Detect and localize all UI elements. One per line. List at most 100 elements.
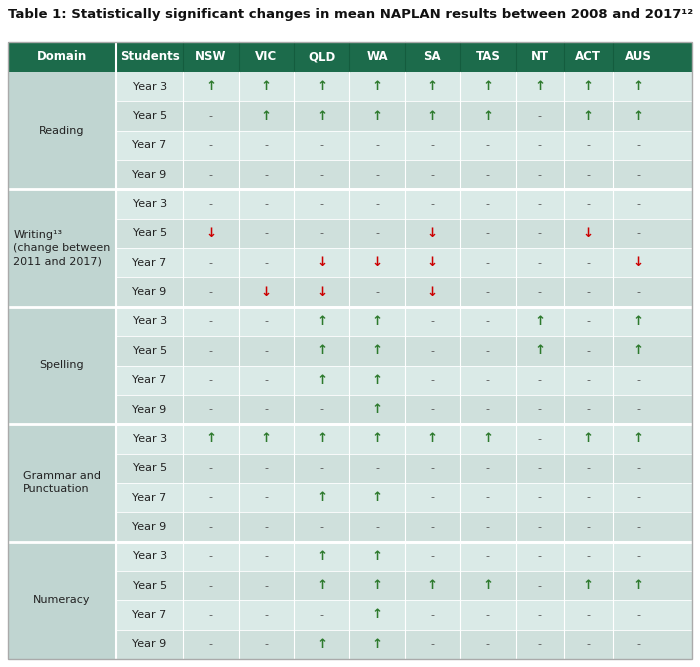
Text: ↓: ↓ bbox=[316, 285, 327, 299]
Text: ↑: ↑ bbox=[482, 109, 493, 123]
Text: Writing¹³
(change between
2011 and 2017): Writing¹³ (change between 2011 and 2017) bbox=[13, 230, 111, 266]
Text: ACT: ACT bbox=[575, 51, 601, 63]
Text: AUS: AUS bbox=[625, 51, 652, 63]
Text: -: - bbox=[209, 169, 213, 179]
Text: -: - bbox=[538, 640, 542, 650]
Text: ↑: ↑ bbox=[427, 432, 438, 446]
Bar bbox=[8, 336, 692, 366]
Text: -: - bbox=[636, 228, 641, 238]
Text: -: - bbox=[538, 375, 542, 385]
Text: -: - bbox=[209, 581, 213, 590]
Bar bbox=[8, 131, 692, 160]
Text: Year 3: Year 3 bbox=[132, 434, 167, 444]
Text: -: - bbox=[264, 522, 268, 532]
Text: ↑: ↑ bbox=[260, 109, 272, 123]
Text: -: - bbox=[264, 169, 268, 179]
Text: ↑: ↑ bbox=[427, 109, 438, 123]
Bar bbox=[8, 454, 692, 483]
Text: -: - bbox=[538, 257, 542, 267]
Text: -: - bbox=[486, 316, 490, 326]
Bar bbox=[8, 307, 692, 336]
Text: -: - bbox=[320, 140, 323, 150]
Text: ↓: ↓ bbox=[316, 256, 327, 269]
Bar bbox=[8, 366, 692, 395]
Text: -: - bbox=[538, 169, 542, 179]
Text: ↑: ↑ bbox=[583, 109, 594, 123]
Text: -: - bbox=[264, 346, 268, 356]
Text: -: - bbox=[209, 346, 213, 356]
Text: -: - bbox=[538, 199, 542, 209]
Text: -: - bbox=[320, 169, 323, 179]
Text: ↓: ↓ bbox=[205, 227, 216, 240]
Text: -: - bbox=[209, 551, 213, 561]
Text: ↑: ↑ bbox=[372, 638, 383, 651]
Text: ↑: ↑ bbox=[372, 579, 383, 592]
Text: Year 7: Year 7 bbox=[132, 375, 167, 385]
Bar bbox=[8, 424, 692, 454]
Text: -: - bbox=[486, 404, 490, 414]
Text: -: - bbox=[587, 140, 590, 150]
Text: -: - bbox=[264, 316, 268, 326]
Bar bbox=[8, 189, 116, 307]
Text: ↓: ↓ bbox=[427, 256, 438, 269]
Bar bbox=[8, 630, 692, 659]
Text: ↑: ↑ bbox=[482, 432, 493, 446]
Text: -: - bbox=[486, 228, 490, 238]
Bar bbox=[8, 189, 692, 219]
Text: -: - bbox=[587, 287, 590, 297]
Text: ↑: ↑ bbox=[316, 374, 327, 387]
Text: ↑: ↑ bbox=[633, 80, 644, 93]
Text: Year 3: Year 3 bbox=[132, 81, 167, 91]
Text: Students: Students bbox=[120, 51, 179, 63]
Text: -: - bbox=[538, 287, 542, 297]
Text: Reading: Reading bbox=[39, 125, 85, 135]
Bar bbox=[8, 219, 692, 248]
Text: -: - bbox=[587, 463, 590, 473]
Text: ↑: ↑ bbox=[372, 403, 383, 416]
Text: ↑: ↑ bbox=[482, 579, 493, 592]
Text: -: - bbox=[636, 551, 641, 561]
Text: -: - bbox=[264, 140, 268, 150]
Text: Year 5: Year 5 bbox=[132, 228, 167, 238]
Text: -: - bbox=[264, 199, 268, 209]
Text: -: - bbox=[587, 199, 590, 209]
Text: ↑: ↑ bbox=[427, 80, 438, 93]
Text: ↑: ↑ bbox=[316, 579, 327, 592]
Text: -: - bbox=[636, 404, 641, 414]
Text: Year 9: Year 9 bbox=[132, 404, 167, 414]
Text: ↑: ↑ bbox=[372, 344, 383, 358]
Text: -: - bbox=[209, 404, 213, 414]
Text: -: - bbox=[209, 375, 213, 385]
Text: -: - bbox=[587, 522, 590, 532]
Text: -: - bbox=[264, 463, 268, 473]
Text: -: - bbox=[209, 640, 213, 650]
Text: Year 7: Year 7 bbox=[132, 140, 167, 150]
Bar bbox=[8, 101, 692, 131]
Text: -: - bbox=[538, 434, 542, 444]
Text: Year 9: Year 9 bbox=[132, 169, 167, 179]
Text: -: - bbox=[430, 463, 435, 473]
Text: -: - bbox=[486, 346, 490, 356]
Text: ↑: ↑ bbox=[372, 315, 383, 328]
Text: -: - bbox=[486, 169, 490, 179]
Text: -: - bbox=[430, 522, 435, 532]
Text: -: - bbox=[538, 522, 542, 532]
Bar bbox=[8, 248, 692, 277]
Text: ↑: ↑ bbox=[372, 608, 383, 622]
Text: -: - bbox=[430, 492, 435, 502]
Text: -: - bbox=[636, 287, 641, 297]
Text: ↓: ↓ bbox=[427, 227, 438, 240]
Text: -: - bbox=[486, 140, 490, 150]
Text: Year 5: Year 5 bbox=[132, 581, 167, 590]
Text: NSW: NSW bbox=[195, 51, 227, 63]
Text: -: - bbox=[636, 169, 641, 179]
Text: -: - bbox=[486, 492, 490, 502]
Text: -: - bbox=[430, 169, 435, 179]
Text: ↑: ↑ bbox=[427, 579, 438, 592]
Text: -: - bbox=[538, 551, 542, 561]
Text: -: - bbox=[264, 610, 268, 620]
Text: SA: SA bbox=[424, 51, 441, 63]
Text: -: - bbox=[375, 287, 379, 297]
Text: -: - bbox=[430, 199, 435, 209]
Text: -: - bbox=[587, 492, 590, 502]
